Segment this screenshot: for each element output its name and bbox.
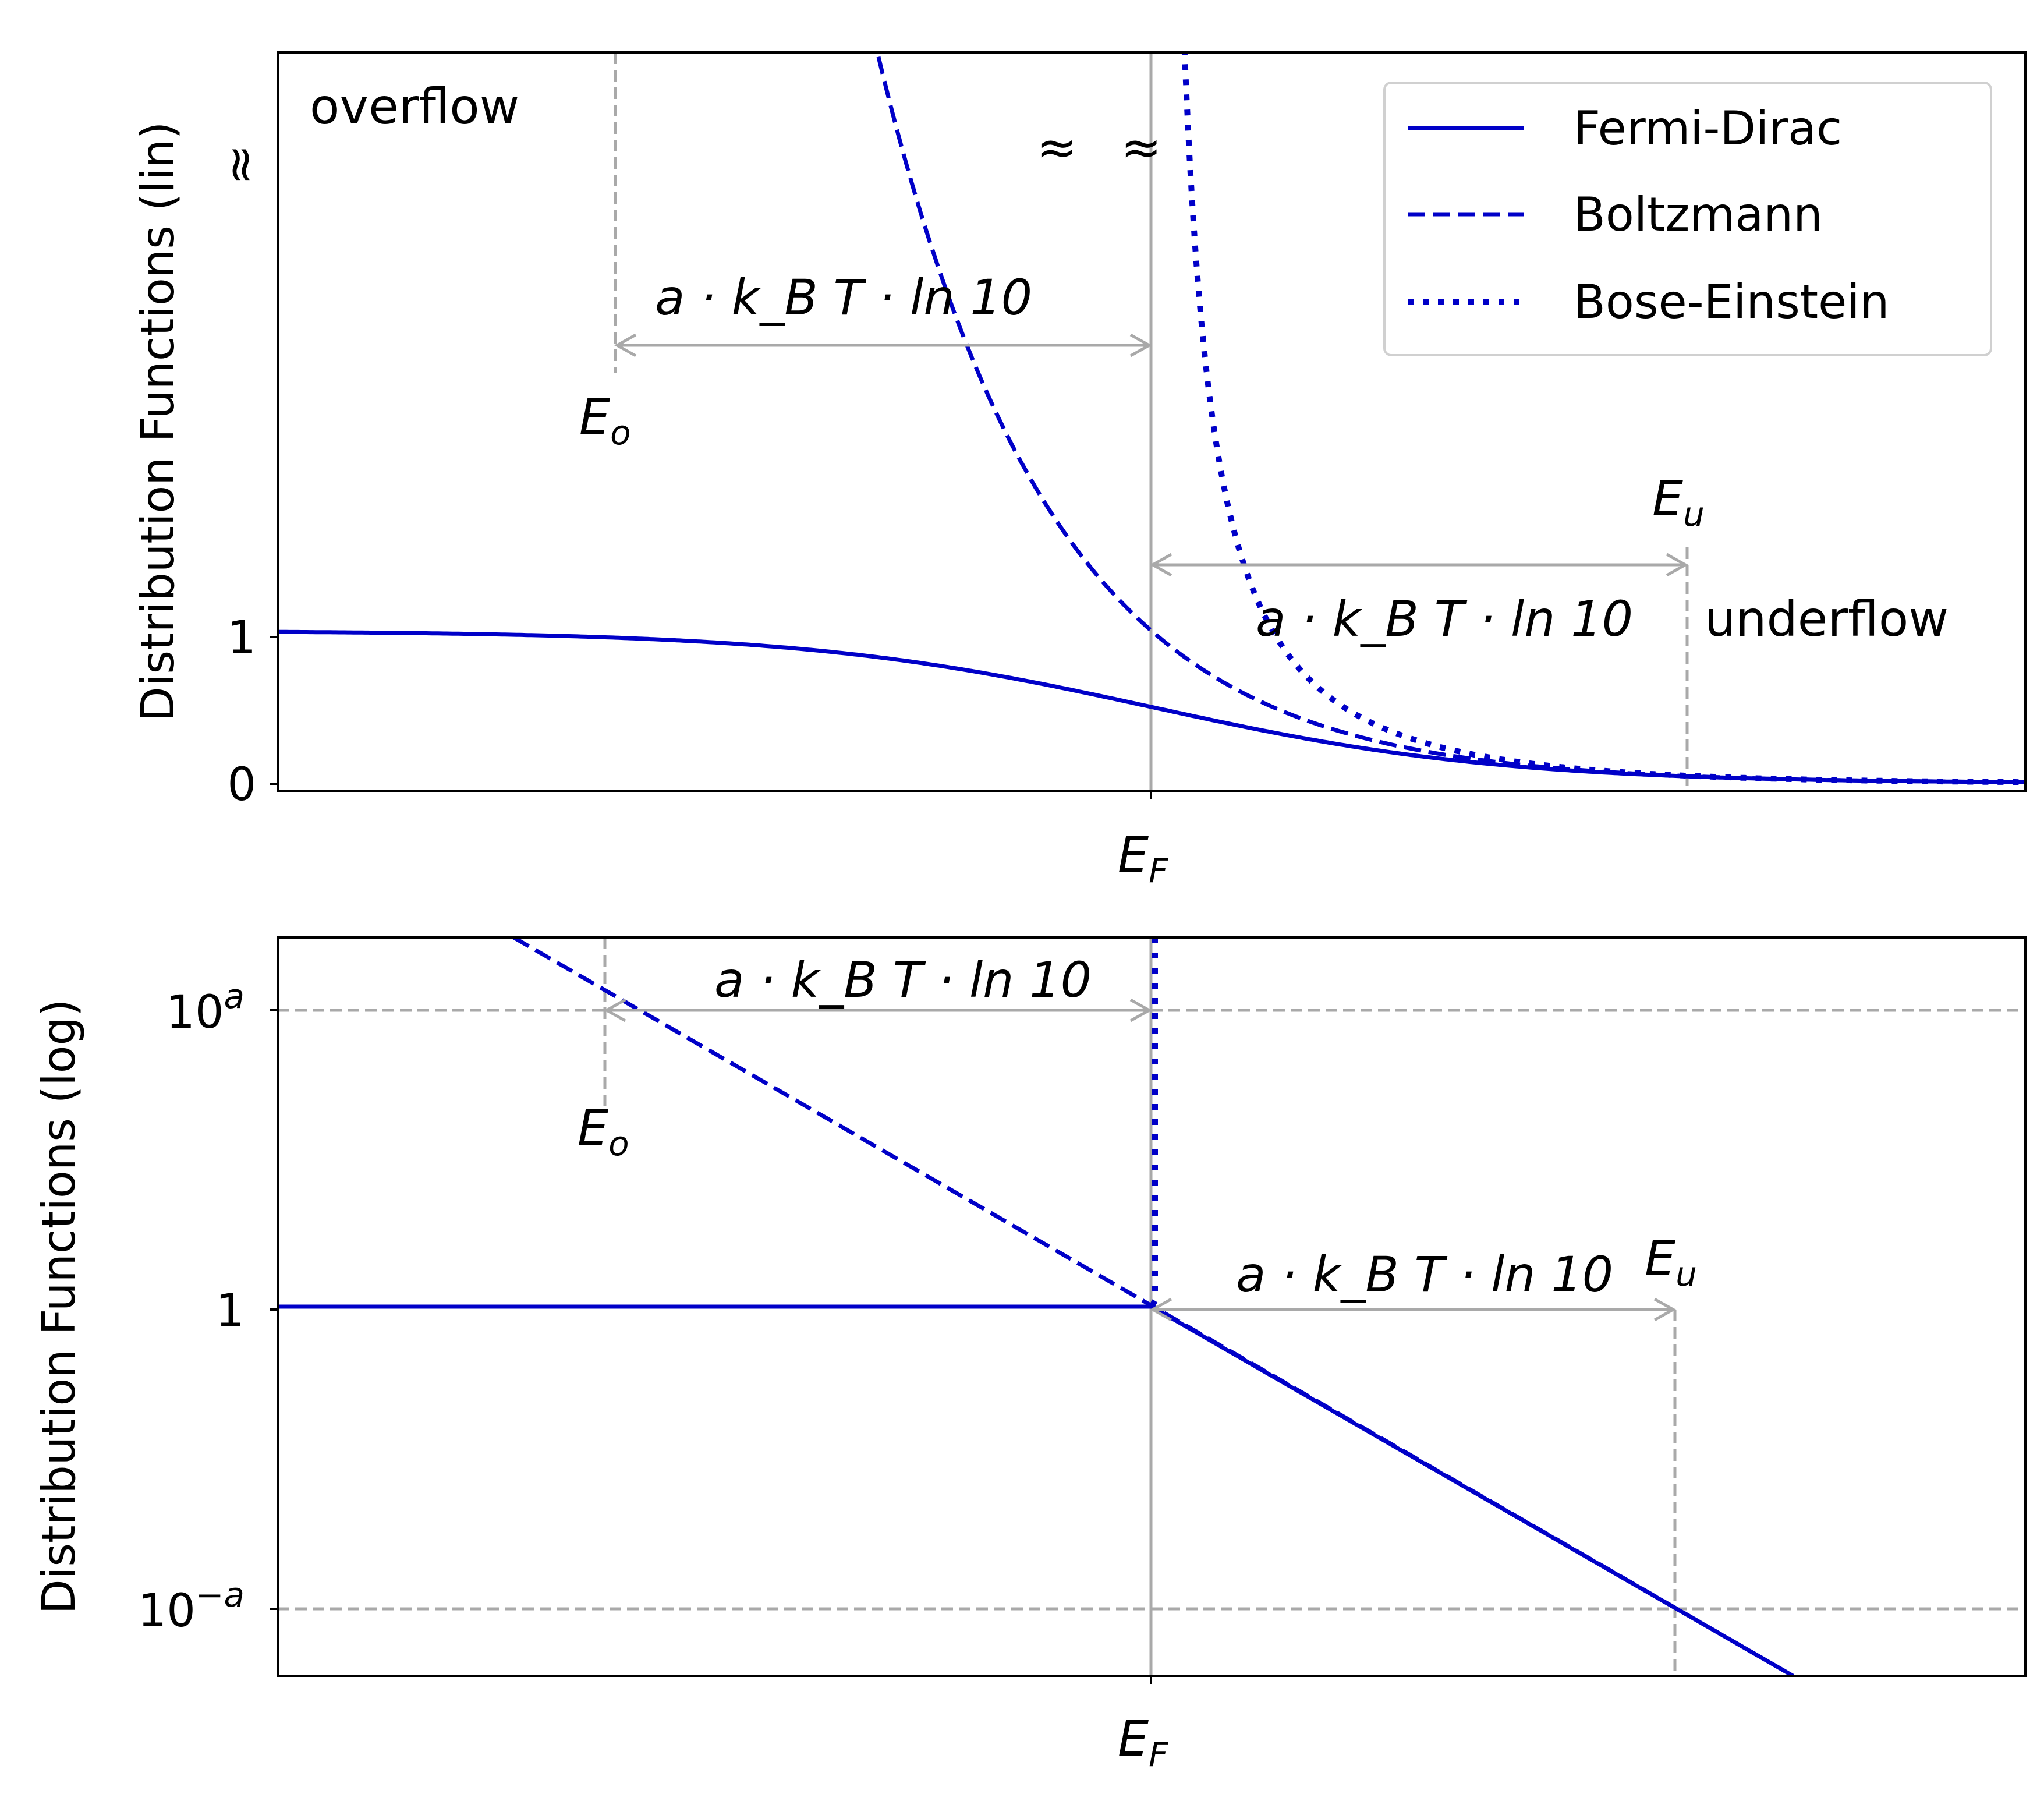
top-panel: overflow underflow a · k_B T · ln 10 a ·… bbox=[132, 51, 2027, 890]
top-overflow-span-label: a · k_B T · ln 10 bbox=[655, 269, 1032, 326]
legend: Fermi-Dirac Boltzmann Bose-Einstein bbox=[1383, 82, 1992, 356]
top-bose-einstein-curve bbox=[1181, 52, 2025, 785]
bottom-underflow-span-arrow bbox=[1149, 1297, 1677, 1322]
top-eu-label: Eu bbox=[1652, 470, 1705, 534]
bottom-x-tick-label: EF bbox=[1118, 1710, 1169, 1774]
legend-box bbox=[1383, 82, 1992, 356]
top-y-tick-label-1: 1 bbox=[227, 612, 256, 664]
bottom-overflow-span-label: a · k_B T · ln 10 bbox=[714, 951, 1092, 1009]
bottom-fermi-dirac-curve bbox=[278, 1304, 1794, 1676]
top-y-axis-label: Distribution Functions (lin) bbox=[132, 122, 185, 722]
top-overflow-span-arrow bbox=[614, 333, 1153, 358]
break-mark-bose-einstein: ≈ bbox=[1121, 119, 1161, 176]
bottom-eu-label: Eu bbox=[1645, 1230, 1697, 1294]
top-underflow-span-arrow bbox=[1149, 553, 1689, 577]
legend-boltzmann-label: Boltzmann bbox=[1574, 187, 1823, 242]
bottom-y-tick-label-10a: 10a bbox=[166, 976, 245, 1039]
bottom-y-tick-label-10-minus-a: 10−a bbox=[138, 1575, 245, 1637]
bottom-eo-label: Eo bbox=[578, 1099, 629, 1163]
top-underflow-span-label: a · k_B T · ln 10 bbox=[1256, 590, 1633, 647]
break-mark-axis: ≈ bbox=[211, 144, 268, 185]
bottom-bose-einstein-curve bbox=[1149, 937, 1158, 1308]
top-overflow-label: overflow bbox=[310, 78, 519, 135]
top-x-tick-label: EF bbox=[1118, 826, 1169, 890]
bottom-underflow-span-label: a · k_B T · ln 10 bbox=[1236, 1246, 1613, 1303]
top-y-tick-label-0: 0 bbox=[227, 759, 256, 811]
top-eo-label: Eo bbox=[579, 388, 631, 452]
break-mark-boltzmann: ≈ bbox=[1036, 119, 1077, 176]
bottom-panel: a · k_B T · ln 10 a · k_B T · ln 10 Eo E… bbox=[33, 936, 2027, 1774]
bottom-y-axis-label: Distribution Functions (log) bbox=[33, 999, 86, 1615]
bottom-y-tick-label-1: 1 bbox=[215, 1285, 245, 1337]
top-underflow-label: underflow bbox=[1705, 590, 1949, 647]
legend-fermi-dirac-label: Fermi-Dirac bbox=[1574, 101, 1842, 155]
bottom-overflow-span-arrow bbox=[603, 998, 1153, 1022]
top-boltzmann-curve bbox=[875, 52, 2025, 784]
legend-bose-einstein-label: Bose-Einstein bbox=[1574, 275, 1889, 329]
